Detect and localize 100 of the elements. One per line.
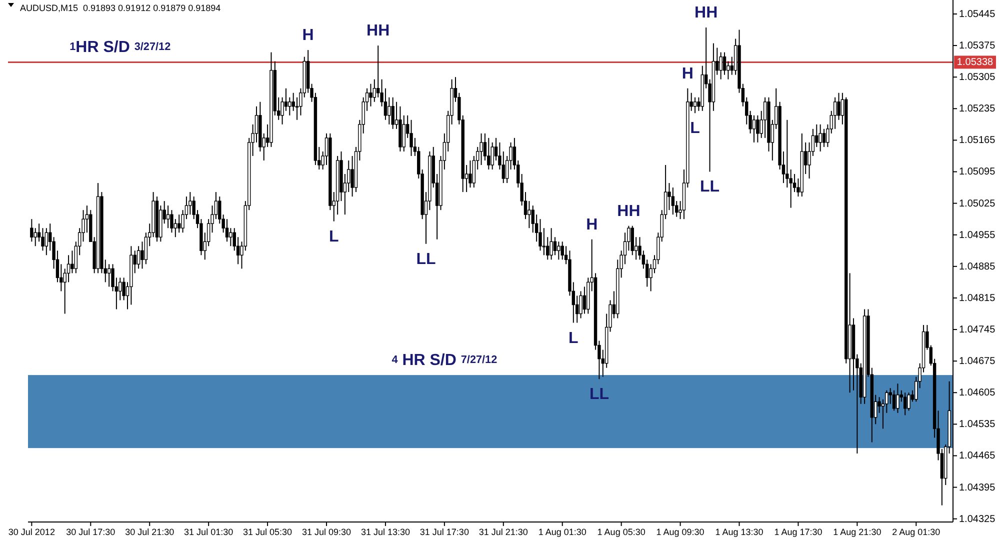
- x-tick-label: 30 Jul 2012: [8, 527, 55, 537]
- annotation: LL: [589, 386, 610, 403]
- candlestick: [34, 228, 37, 247]
- y-tick-label: 1.04535: [959, 418, 996, 430]
- x-tick-label: 31 Jul 01:30: [184, 527, 234, 537]
- x-tick-label: 31 Jul 13:30: [360, 527, 410, 537]
- candlestick: [833, 96, 837, 130]
- ref-line-label: 1.05338: [956, 56, 994, 68]
- x-tick-label: 1 Aug 13:30: [715, 527, 764, 537]
- candlestick: [538, 218, 542, 252]
- candlestick: [350, 155, 354, 198]
- candlestick: [671, 187, 675, 216]
- annotation: H: [682, 64, 694, 82]
- annotation: HH: [617, 202, 640, 220]
- candlestick: [44, 228, 48, 256]
- x-tick-label: 1 Aug 21:30: [833, 527, 882, 537]
- annotation: HH: [694, 4, 718, 21]
- candlestick: [376, 45, 380, 98]
- candlestick: [170, 210, 174, 234]
- y-tick-label: 1.04675: [959, 356, 996, 367]
- candlestick: [719, 52, 722, 80]
- annotation: H: [302, 26, 314, 44]
- x-tick-label: 1 Aug 05:30: [597, 527, 646, 537]
- candlestick: [502, 150, 505, 184]
- candlestick: [402, 114, 406, 152]
- chart-title: AUDUSD,M15 0.91893 0.91912 0.91879 0.91894: [20, 3, 221, 13]
- x-tick-label: 31 Jul 17:30: [420, 527, 469, 537]
- annotation: LL: [700, 178, 720, 196]
- annotation: LL: [416, 250, 436, 268]
- candlestick: [70, 250, 74, 274]
- annotation: L: [568, 329, 579, 346]
- y-tick-label: 1.04815: [959, 292, 996, 304]
- candlestick: [107, 264, 111, 288]
- candlestick: [579, 290, 582, 319]
- y-tick-label: 1.05095: [959, 166, 996, 178]
- candlestick: [288, 96, 292, 116]
- candlestick: [480, 132, 483, 166]
- candlestick: [391, 96, 394, 130]
- y-tick-label: 1.05235: [959, 103, 996, 114]
- candlestick: [41, 228, 44, 252]
- candlestick: [225, 218, 229, 242]
- candlestick: [693, 96, 697, 114]
- y-tick-label: 1.04395: [959, 482, 996, 493]
- x-tick-label: 2 Aug 01:30: [892, 527, 940, 537]
- y-tick-label: 1.05165: [959, 134, 996, 146]
- x-tick-label: 31 Jul 21:30: [478, 527, 528, 537]
- candlestick: [752, 114, 756, 143]
- candlestick: [582, 286, 586, 314]
- candlestick: [557, 241, 560, 260]
- candlestick: [903, 392, 907, 416]
- candlestick: [560, 241, 564, 260]
- annotation: L: [328, 228, 339, 245]
- candlestick: [907, 392, 910, 412]
- candlestick: [490, 142, 494, 170]
- annotation: L: [690, 120, 700, 137]
- candlestick: [140, 241, 144, 270]
- annotation: 4 HR S/D 7/27/12: [392, 352, 498, 369]
- x-tick-label: 31 Jul 09:30: [302, 527, 352, 537]
- candlestick: [229, 228, 232, 247]
- annotation: H: [586, 216, 598, 233]
- candlestick: [487, 137, 490, 170]
- annotation: 1HR S/D 3/27/12: [70, 38, 171, 56]
- candlestick: [410, 119, 413, 156]
- candlestick: [369, 83, 372, 107]
- x-tick-label: 30 Jul 17:30: [66, 527, 116, 537]
- candlestick: [756, 114, 760, 143]
- y-tick-label: 1.05025: [959, 198, 996, 209]
- candlestick: [218, 196, 222, 224]
- candlestick: [630, 225, 634, 256]
- candlestick: [668, 182, 671, 211]
- candlestick: [550, 228, 553, 260]
- candlestick: [722, 52, 726, 76]
- candlestick: [896, 383, 900, 414]
- candlestick: [388, 96, 391, 125]
- y-tick-label: 1.04955: [959, 229, 996, 240]
- candlestick: [818, 124, 822, 152]
- candlestick: [188, 192, 192, 216]
- candlestick: [177, 214, 181, 234]
- y-tick-label: 1.04465: [959, 450, 996, 462]
- x-tick-label: 30 Jul 21:30: [125, 527, 174, 537]
- y-tick-label: 1.05305: [959, 72, 996, 83]
- annotation: HH: [366, 22, 390, 40]
- y-tick-label: 1.05445: [959, 8, 996, 20]
- y-tick-label: 1.05375: [959, 40, 996, 52]
- y-tick-label: 1.04605: [959, 387, 996, 398]
- candlestick: [284, 88, 288, 112]
- candlestick: [822, 128, 826, 148]
- x-tick-label: 1 Aug 01:30: [538, 527, 586, 537]
- candlestick: [136, 246, 140, 270]
- x-tick-label: 31 Jul 05:30: [243, 527, 292, 537]
- y-tick-label: 1.04745: [959, 324, 996, 336]
- candlestick: [553, 236, 557, 256]
- x-tick-label: 1 Aug 17:30: [774, 527, 822, 537]
- candlestick: [837, 92, 840, 120]
- candlestick: [166, 205, 170, 229]
- y-tick-label: 1.04885: [959, 260, 996, 272]
- y-tick-label: 1.04325: [959, 513, 996, 524]
- candlestick: [892, 390, 896, 412]
- x-tick-label: 1 Aug 09:30: [656, 527, 704, 537]
- candlestick: [30, 218, 34, 242]
